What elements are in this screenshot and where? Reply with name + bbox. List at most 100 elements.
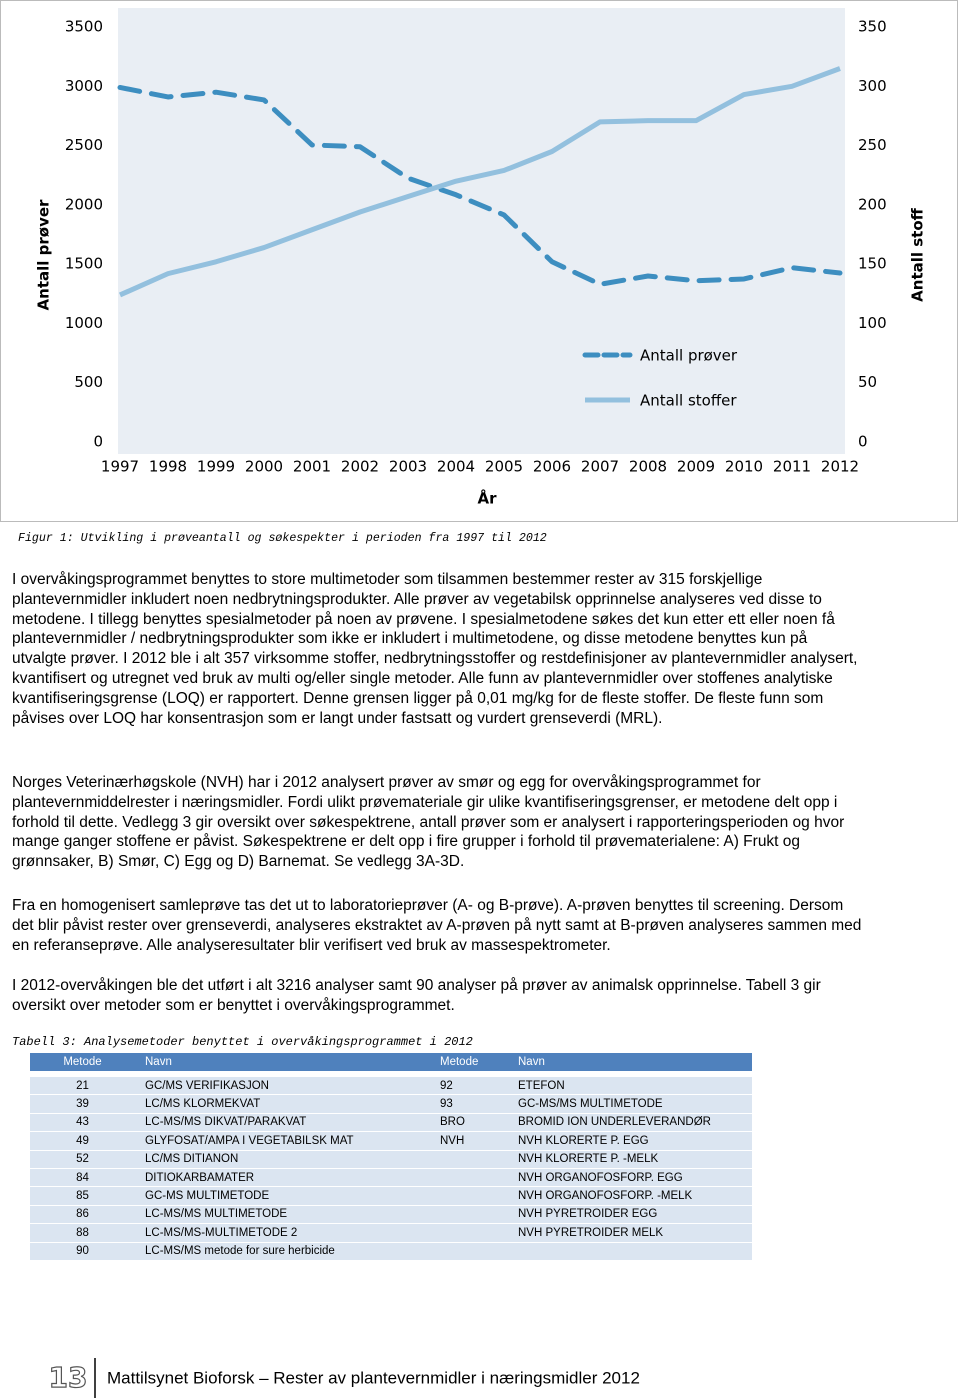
figure-caption: Figur 1: Utvikling i prøveantall og søke… [18, 532, 547, 545]
x-tick-label: 1999 [197, 458, 235, 476]
x-tick-label: 2012 [821, 458, 859, 476]
table-cell: 88 [30, 1223, 135, 1243]
chart: Antall prøver Antall stoff År 0500100015… [0, 0, 958, 522]
table-row: 39 LC/MS KLORMEKVAT 93 GC-MS/MS MULTIMETODE [30, 1094, 752, 1114]
table-row: 88 LC-MS/MS-MULTIMETODE 2 NVH PYRETROIDER … [30, 1223, 752, 1243]
y-tick-label: 2500 [65, 136, 103, 154]
table-cell: 86 [30, 1205, 135, 1225]
table-cell: LC/MS DITIANON [135, 1150, 430, 1169]
x-tick-label: 2009 [677, 458, 715, 476]
table-cell: LC-MS/MS MULTIMETODE [135, 1205, 430, 1225]
y2-tick-label: 0 [858, 433, 868, 451]
table-cell: GC-MS/MS MULTIMETODE [508, 1094, 752, 1114]
footer-text: Mattilsynet Bioforsk – Rester av plantev… [107, 1368, 640, 1387]
table-cell: 93 [430, 1094, 508, 1114]
x-tick-label: 2005 [485, 458, 523, 476]
y2-tick-label: 250 [858, 136, 887, 154]
table-cell: GC-MS MULTIMETODE [135, 1186, 430, 1206]
table-cell: 43 [30, 1113, 135, 1133]
y-tick-label: 0 [93, 433, 103, 451]
table-cell: NVH PYRETROIDER EGG [508, 1205, 752, 1225]
y-axis-label: Antall prøver [35, 199, 53, 310]
x-tick-label: 2002 [341, 458, 379, 476]
table-cell: GC/MS VERIFIKASJON [135, 1076, 430, 1096]
y2-tick-label: 350 [858, 18, 887, 36]
table-caption: Tabell 3: Analysemetoder benyttet i over… [12, 1035, 473, 1049]
table-header-cell: Metode [30, 1053, 135, 1072]
table-cell: ETEFON [508, 1076, 752, 1096]
y-tick-label: 500 [74, 373, 103, 391]
table-cell: 52 [30, 1150, 135, 1169]
y2-tick-label: 150 [858, 255, 887, 273]
table-cell [430, 1223, 508, 1243]
table-cell [430, 1186, 508, 1206]
series-line [118, 66, 841, 298]
paragraph: I overvåkingsprogrammet benyttes to stor… [12, 571, 858, 727]
gap-cell [508, 1071, 752, 1077]
table-cell [430, 1205, 508, 1225]
table-cell: DITIOKARBAMATER [135, 1168, 430, 1188]
table-gap [30, 1071, 752, 1077]
y-tick-label: 2000 [65, 195, 103, 213]
table-cell: BROMID ION UNDERLEVERANDØR [508, 1113, 752, 1133]
table-cell: LC-MS/MS metode for sure herbicide [135, 1242, 430, 1261]
table-cell: LC-MS/MS DIKVAT/PARAKVAT [135, 1113, 430, 1133]
table-header-row: Metode Navn Metode Navn [30, 1053, 752, 1072]
table-cell: 90 [30, 1242, 135, 1261]
x-tick-label: 2000 [245, 458, 283, 476]
y2-axis-label: Antall stoff [909, 207, 927, 301]
plot-area [118, 8, 845, 454]
y-tick-label: 3500 [65, 18, 103, 36]
y2-tick-label: 300 [858, 77, 887, 95]
x-tick-label: 2006 [533, 458, 571, 476]
legend-label: Antall prøver [640, 347, 738, 365]
table-cell: BRO [430, 1113, 508, 1133]
table-cell: GLYFOSAT/AMPA I VEGETABILSK MAT [135, 1131, 430, 1151]
table-cell: NVH KLORERTE P. EGG [508, 1131, 752, 1151]
table-cell: NVH ORGANOFOSFORP. EGG [508, 1168, 752, 1188]
table-row: 90 LC-MS/MS metode for sure herbicide [30, 1242, 752, 1261]
y2-tick-label: 100 [858, 314, 887, 332]
y2-tick-label: 200 [858, 195, 887, 213]
x-tick-label: 2008 [629, 458, 667, 476]
series-line [117, 84, 843, 287]
table-row: 43 LC-MS/MS DIKVAT/PARAKVAT BRO BROMID ION … [30, 1113, 752, 1133]
y-tick-label: 1000 [65, 314, 103, 332]
table-cell: 21 [30, 1076, 135, 1096]
footer: 13 Mattilsynet Bioforsk – Rester av plan… [48, 1358, 640, 1398]
table: Metode Navn Metode Navn 21 GC/MS VERIFIKASJON… [30, 1053, 752, 1261]
x-tick-label: 2003 [389, 458, 427, 476]
table-cell [430, 1242, 508, 1261]
table-cell [430, 1168, 508, 1188]
table-cell: NVH KLORERTE P. -MELK [508, 1150, 752, 1169]
x-tick-label: 2007 [581, 458, 619, 476]
y-tick-label: 3000 [65, 77, 103, 95]
paragraph: Norges Veterinærhøgskole (NVH) har i 201… [12, 774, 845, 871]
table-row: 84 DITIOKARBAMATER NVH ORGANOFOSFORP. EGG [30, 1168, 752, 1188]
table-row: 85 GC-MS MULTIMETODE NVH ORGANOFOSFORP. -M… [30, 1186, 752, 1206]
x-tick-label: 2001 [293, 458, 331, 476]
table-header-cell: Navn [135, 1053, 430, 1072]
table-cell: 49 [30, 1131, 135, 1151]
table-cell: 85 [30, 1186, 135, 1206]
table-header-cell: Metode [430, 1053, 508, 1072]
table-cell: LC-MS/MS-MULTIMETODE 2 [135, 1223, 430, 1243]
table-cell: 92 [430, 1076, 508, 1096]
table-row: 86 LC-MS/MS MULTIMETODE NVH PYRETROIDER EG… [30, 1205, 752, 1225]
gap-cell [30, 1071, 135, 1077]
table-cell: LC/MS KLORMEKVAT [135, 1094, 430, 1114]
x-tick-label: 1997 [101, 458, 139, 476]
paragraph: I 2012-overvåkingen ble det utført i alt… [12, 977, 821, 1014]
gap-cell [135, 1071, 430, 1077]
x-tick-label: 2011 [773, 458, 811, 476]
page-number: 13 [49, 1361, 88, 1394]
x-tick-label: 1998 [149, 458, 187, 476]
table-row: 52 LC/MS DITIANON NVH KLORERTE P. -MELK [30, 1150, 752, 1169]
table-cell [430, 1150, 508, 1169]
gap-cell [430, 1071, 508, 1077]
table-row: 21 GC/MS VERIFIKASJON 92 ETEFON [30, 1076, 752, 1096]
paragraph: Fra en homogenisert samleprøve tas det u… [12, 897, 862, 954]
x-tick-label: 2004 [437, 458, 475, 476]
x-tick-label: 2010 [725, 458, 763, 476]
